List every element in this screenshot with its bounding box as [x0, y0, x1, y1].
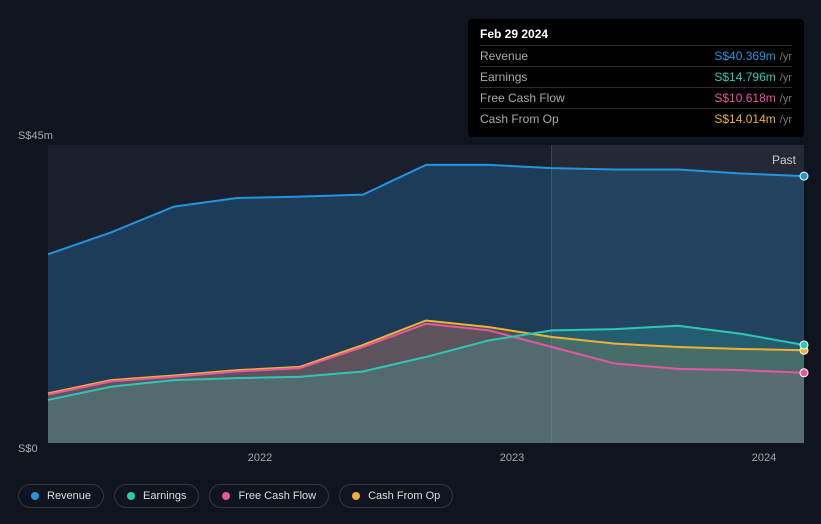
tooltip-row: Free Cash Flow S$10.618m /yr [480, 87, 792, 108]
legend-item-free-cash-flow[interactable]: Free Cash Flow [209, 484, 329, 508]
tooltip-row-label: Cash From Op [480, 112, 559, 126]
chart-area: S$45m S$0 Past [18, 145, 804, 443]
x-axis-tick-label: 2022 [248, 452, 272, 464]
legend-label: Cash From Op [368, 490, 440, 502]
legend-dot-icon [222, 492, 230, 500]
tooltip-row-value: S$40.369m /yr [714, 49, 792, 63]
legend-label: Free Cash Flow [238, 490, 316, 502]
tooltip-row-label: Revenue [480, 49, 528, 63]
tooltip-row-value: S$10.618m /yr [714, 91, 792, 105]
tooltip-date: Feb 29 2024 [480, 27, 792, 41]
legend-item-revenue[interactable]: Revenue [18, 484, 104, 508]
tooltip-row-label: Free Cash Flow [480, 91, 565, 105]
legend-item-cash-from-op[interactable]: Cash From Op [339, 484, 453, 508]
data-tooltip: Feb 29 2024 Revenue S$40.369m /yr Earnin… [468, 19, 804, 137]
legend-dot-icon [127, 492, 135, 500]
tooltip-row: Revenue S$40.369m /yr [480, 45, 792, 66]
y-axis-min: S$0 [18, 443, 38, 455]
legend-item-earnings[interactable]: Earnings [114, 484, 199, 508]
y-axis-max: S$45m [18, 130, 53, 142]
x-axis-tick-label: 2024 [752, 452, 776, 464]
chart-svg [48, 145, 804, 443]
x-axis-labels: 2022 2023 2024 [48, 452, 804, 472]
tooltip-row: Earnings S$14.796m /yr [480, 66, 792, 87]
legend-dot-icon [31, 492, 39, 500]
tooltip-row-label: Earnings [480, 70, 527, 84]
legend-dot-icon [352, 492, 360, 500]
tooltip-row: Cash From Op S$14.014m /yr [480, 108, 792, 129]
legend-label: Revenue [47, 490, 91, 502]
x-axis-tick-label: 2023 [500, 452, 524, 464]
tooltip-row-value: S$14.014m /yr [714, 112, 792, 126]
legend-label: Earnings [143, 490, 186, 502]
tooltip-row-value: S$14.796m /yr [714, 70, 792, 84]
chart-legend: Revenue Earnings Free Cash Flow Cash From O… [18, 484, 453, 508]
